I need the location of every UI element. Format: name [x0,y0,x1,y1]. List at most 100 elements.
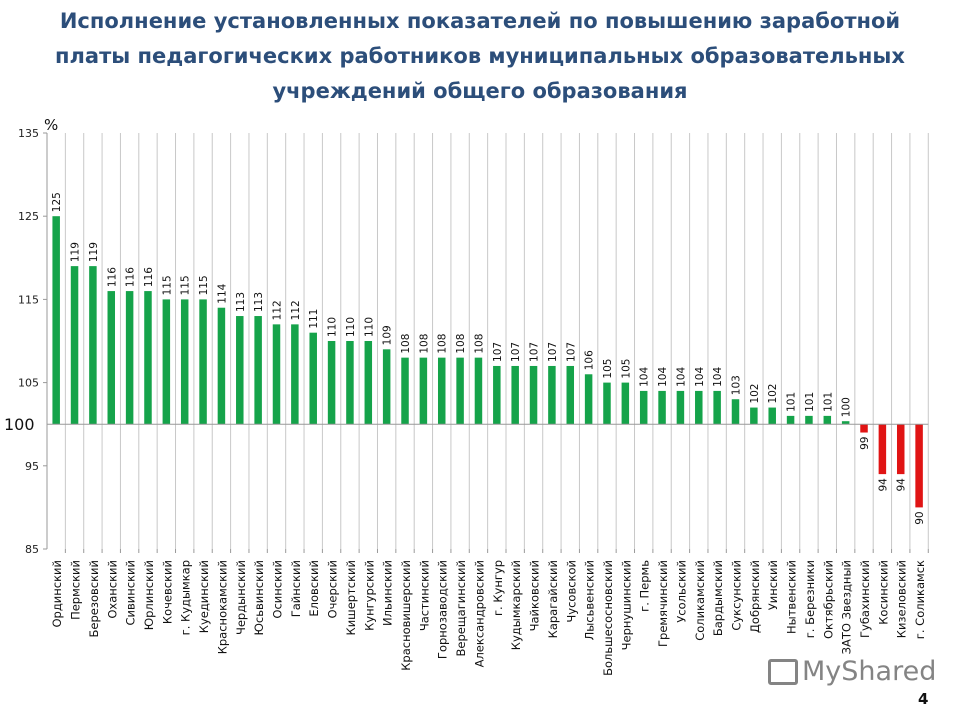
data-label: 116 [106,267,118,287]
bar [805,415,813,425]
bar [107,291,116,425]
bar [676,390,685,425]
bar [915,424,923,508]
data-label: 99 [859,437,871,450]
data-label: 94 [877,478,889,492]
watermark: MyShared [768,656,936,687]
category-label: Сивинский [124,560,138,626]
category-label: Горнозаводский [436,560,450,659]
bar [254,316,262,425]
bar [768,407,776,425]
category-label: Чердынский [234,560,248,635]
bar [291,324,299,425]
category-label: Большесосновский [601,560,615,676]
category-label: ЗАТО Звездный [840,560,854,654]
data-label: 104 [712,367,724,387]
data-label: 115 [198,275,210,295]
y-tick-label: 135 [18,127,39,140]
data-label: 103 [731,375,743,395]
category-label: г. Кудымкар [179,560,193,635]
data-label: 108 [400,334,412,354]
category-label: Бардымский [711,560,725,636]
category-label: Кудымкарский [509,560,523,650]
data-label: 105 [620,359,632,379]
category-label: Пермский [69,560,83,620]
category-label: Гайнский [289,560,303,617]
data-label: 113 [253,292,265,312]
bar [217,307,226,425]
category-label: Добрянский [748,560,762,633]
bar [401,357,409,425]
bar [786,415,795,425]
data-label: 102 [767,384,779,404]
bar [474,357,483,425]
bar [860,424,868,433]
category-label: Усольский [674,560,688,623]
category-label: Октябрьский [821,560,835,639]
bar [548,365,556,425]
bar [896,424,905,475]
bar [584,374,593,425]
bar [511,365,519,425]
data-label: 104 [639,367,651,387]
data-label: 108 [437,334,449,354]
y-tick-label: 85 [25,543,39,556]
bar [713,390,721,425]
y-tick-label: 125 [18,210,39,223]
watermark-text: MyShared [802,656,937,687]
data-label: 107 [547,342,559,362]
data-label: 113 [235,292,247,312]
bar [621,382,630,425]
category-label: Чернушинский [619,560,633,650]
bar [456,357,464,425]
category-label: Гремячинский [656,560,670,647]
bar [750,407,758,425]
category-label: Соликамский [693,560,707,641]
category-label: Верещагинский [454,560,468,656]
y-tick-label: 95 [25,460,39,473]
data-label: 107 [529,342,541,362]
category-label: Юрлинский [142,560,156,630]
data-label: 115 [180,275,192,295]
data-label: 108 [455,334,467,354]
category-label: Губахинский [858,560,872,638]
data-label: 104 [694,367,706,387]
data-label: 112 [272,300,284,320]
data-label: 110 [363,317,375,337]
category-label: Очерский [326,560,340,618]
bar [125,291,134,425]
presentation-icon [768,658,798,685]
data-label: 104 [657,367,669,387]
category-label: Еловский [307,560,321,617]
data-label: 107 [510,342,522,362]
bar [382,349,391,425]
page-number: 4 [918,690,929,708]
category-label: Суксунский [730,560,744,631]
category-label: Кизеловский [895,560,909,638]
bar [878,424,887,475]
bar [180,299,189,425]
title-line: платы педагогических работников муниципа… [55,44,905,68]
title-line: учреждений общего образования [272,79,688,103]
bar [695,390,703,425]
data-label: 101 [822,392,834,412]
bar [437,357,446,425]
y-tick-label: 105 [18,377,39,390]
data-label: 110 [345,317,357,337]
data-label: 105 [602,359,614,379]
category-label: Чайковский [528,560,542,631]
bar [346,341,354,425]
bar [731,399,740,425]
chart-title: Исполнение установленных показателей по … [0,4,960,109]
data-label: 125 [51,192,63,212]
data-label: 116 [143,267,155,287]
category-label: г. Соликамск [913,560,927,639]
bar [493,365,501,425]
bar [841,421,850,425]
bar [327,341,336,425]
data-label: 110 [327,317,339,337]
category-label: Березовский [87,560,101,638]
category-label: Александровский [472,560,486,667]
category-label: Оханский [105,560,119,619]
